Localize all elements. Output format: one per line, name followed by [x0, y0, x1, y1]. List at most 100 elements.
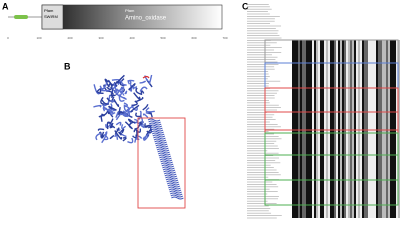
seq-name [247, 148, 279, 149]
ribbon [127, 118, 134, 123]
ribbon [108, 105, 117, 111]
helix [150, 128, 164, 132]
seq-name [247, 167, 274, 168]
scale-tick: 600 [191, 36, 196, 40]
ribbon [142, 113, 149, 119]
seq-name [247, 205, 269, 207]
ribbon [113, 83, 118, 93]
scale-tick: 700 [222, 36, 227, 40]
helix [165, 176, 178, 180]
helix [151, 132, 165, 136]
motif [14, 15, 28, 19]
seq-name [247, 107, 281, 108]
seq-name [247, 138, 282, 140]
seq-name [247, 212, 272, 214]
alignment-column [356, 40, 358, 218]
helix [168, 186, 181, 190]
alignment-column [396, 40, 398, 218]
alignment-column [312, 40, 314, 218]
seq-name [247, 68, 275, 70]
ribbon [124, 121, 133, 130]
alignment-column [354, 40, 356, 218]
helix [153, 138, 167, 142]
alignment-column [342, 40, 344, 218]
ribbon [93, 104, 102, 108]
seq-name [247, 18, 275, 20]
seq-name [247, 59, 276, 60]
alignment-column [338, 40, 340, 218]
alignment-column [334, 40, 336, 218]
seq-name [247, 44, 271, 46]
seq-name [247, 208, 271, 209]
ribbon [144, 123, 149, 128]
seq-name [247, 76, 270, 77]
ribbon [114, 80, 118, 87]
alignment-column [360, 40, 362, 218]
ribbon [114, 133, 119, 140]
swirm-domain [41, 4, 64, 30]
seq-name [247, 136, 279, 137]
ribbon [120, 80, 127, 86]
ribbon [134, 135, 143, 143]
ribbon [122, 114, 130, 117]
ribbon [104, 131, 108, 135]
seq-name [247, 164, 271, 166]
ribbon [131, 105, 138, 111]
seq-name [247, 181, 273, 183]
ribbon [138, 116, 144, 124]
helix [159, 158, 173, 162]
helix [167, 184, 181, 188]
seq-name [247, 61, 278, 63]
seq-name [247, 66, 275, 68]
alignment-column [296, 40, 298, 218]
ribbon [106, 121, 113, 130]
alignment-column [370, 40, 372, 218]
ribbon [106, 97, 111, 102]
ribbon [119, 128, 125, 134]
panel-label: C [242, 1, 249, 11]
alignment-column [306, 40, 308, 218]
seq-name [247, 179, 280, 180]
alignment-column [300, 40, 302, 218]
seq-name [247, 6, 270, 8]
helix [169, 190, 182, 194]
alignment-column [302, 40, 304, 218]
alignment-column [340, 40, 342, 218]
seq-name [247, 174, 281, 176]
seq-name [247, 42, 277, 44]
ribbon [140, 124, 145, 129]
seq-name [247, 104, 279, 106]
domain-bar [41, 4, 223, 30]
seq-name [247, 13, 270, 15]
seq-name [247, 54, 272, 56]
seq-name [247, 90, 279, 92]
helix [169, 192, 183, 196]
seq-name [247, 8, 272, 10]
ribbon [116, 86, 125, 95]
helix [161, 164, 175, 168]
ribbon [107, 79, 114, 86]
alignment-column [326, 40, 328, 218]
seq-name [247, 88, 271, 89]
seq-name [247, 131, 269, 132]
seq-name [247, 140, 277, 142]
panel-label: A [2, 1, 9, 11]
helix [160, 162, 174, 166]
helix [158, 154, 172, 158]
scale-tick: 0 [7, 36, 9, 40]
domain-name: Amino_oxidase [125, 16, 167, 22]
alignment-column [398, 40, 400, 218]
helix [150, 126, 163, 130]
seq-name [247, 32, 278, 34]
ribbon [119, 131, 127, 138]
scale-tick: 500 [160, 36, 165, 40]
ribbon [129, 84, 138, 89]
alignment-column [380, 40, 382, 218]
ribbon [128, 83, 136, 91]
alignment-column [308, 40, 310, 218]
seq-name [247, 40, 271, 41]
seq-name [247, 47, 282, 48]
alignment-column [316, 40, 318, 218]
seq-name [247, 64, 279, 65]
ribbon [123, 104, 128, 112]
